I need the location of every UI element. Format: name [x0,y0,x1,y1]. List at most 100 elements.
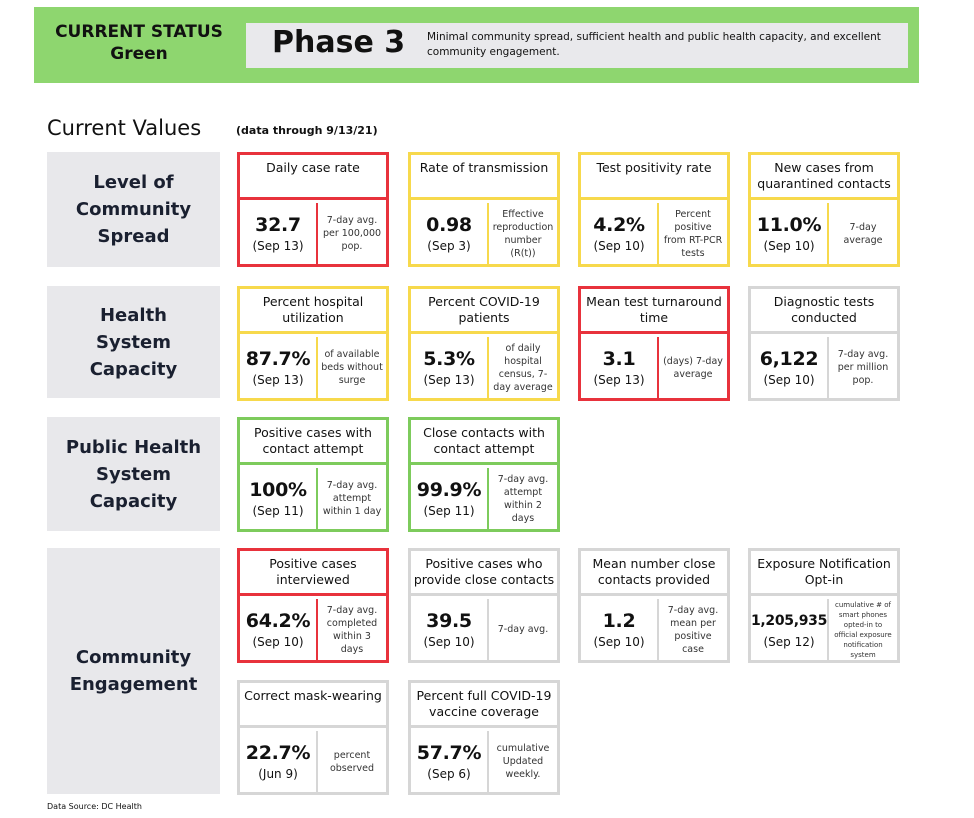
metric-title: Diagnostic tests conducted [751,289,897,334]
metric-card: Percent COVID-19 patients 5.3% (Sep 13) of … [408,286,560,401]
metric-title: Close contacts with contact attempt [411,420,557,465]
metric-note: 7-day avg. attempt within 1 day [322,480,382,517]
metric-date: (Jun 9) [258,766,298,781]
metric-date: (Sep 13) [423,372,475,387]
category-label: Health System Capacity [47,286,220,398]
metric-value: 64.2% [245,609,311,632]
metric-card: Positive cases interviewed 64.2% (Sep 10) 7… [237,548,389,663]
data-source: Data Source: DC Health [47,802,142,811]
metric-value-cell: 99.9% (Sep 11) [411,468,489,529]
status-banner: CURRENT STATUS Green Phase 3 Minimal com… [34,7,919,83]
metric-value: 6,122 [759,347,819,370]
status-label: CURRENT STATUS [55,22,223,42]
metric-date: (Sep 10) [593,634,645,649]
section-title: Current Values [47,116,202,140]
metric-value: 3.1 [602,347,636,370]
current-status: CURRENT STATUS Green [34,21,244,65]
metric-value-cell: 11.0% (Sep 10) [751,203,829,264]
metric-value: 57.7% [416,741,482,764]
status-value: Green [110,44,168,64]
metric-title: Percent hospital utilization [240,289,386,334]
metric-value-cell: 57.7% (Sep 6) [411,731,489,792]
metric-value-cell: 100% (Sep 11) [240,468,318,529]
metric-title: Correct mask-wearing [240,683,386,728]
metric-note: 7-day avg. mean per positive case [667,604,719,655]
metric-date: (Sep 12) [763,634,815,649]
metric-card: New cases from quarantined contacts 11.0%… [748,152,900,267]
metric-value-cell: 32.7 (Sep 13) [240,203,318,264]
metric-value: 0.98 [426,213,472,236]
metric-note: cumulative Updated weekly. [496,743,550,780]
metric-card: Daily case rate 32.7 (Sep 13) 7-day avg. pe… [237,152,389,267]
metric-value-cell: 4.2% (Sep 10) [581,203,659,264]
metric-card: Mean number close contacts provided 1.2 (S… [578,548,730,663]
category-label: Level of Community Spread [47,152,220,267]
metric-value: 39.5 [426,609,472,632]
metric-note: 7-day avg. per million pop. [837,349,889,386]
metric-title: Positive cases interviewed [240,551,386,596]
metric-value-cell: 1,205,935 (Sep 12) [751,599,829,660]
metric-title: Exposure Notification Opt-in [751,551,897,596]
metric-note: of daily hospital census, 7-day average [493,342,553,393]
metric-date: (Sep 13) [252,372,304,387]
metric-title: Rate of transmission [411,155,557,200]
metric-card: Mean test turnaround time 3.1 (Sep 13) (day… [578,286,730,401]
metric-note: 7-day avg. completed within 3 days [326,604,378,655]
metric-value-cell: 1.2 (Sep 10) [581,599,659,660]
metric-title: Positive cases with contact attempt [240,420,386,465]
metric-value-cell: 5.3% (Sep 13) [411,337,489,398]
metric-value-cell: 87.7% (Sep 13) [240,337,318,398]
metric-date: (Sep 10) [593,238,645,253]
metric-title: Positive cases who provide close contact… [411,551,557,596]
phase-title: Phase 3 [272,25,406,60]
category-label: Public Health System Capacity [47,417,220,531]
metric-value: 1,205,935 [750,612,828,629]
phase-box: Phase 3 Minimal community spread, suffic… [246,23,908,68]
metric-note: percent observed [329,749,375,774]
metric-value: 5.3% [423,347,475,370]
metric-value: 99.9% [416,478,482,501]
metric-card: Percent full COVID-19 vaccine coverage 57… [408,680,560,795]
metric-value: 32.7 [255,213,301,236]
metric-title: Test positivity rate [581,155,727,200]
metric-title: New cases from quarantined contacts [751,155,897,200]
metric-date: (Sep 10) [423,634,475,649]
phase-description: Minimal community spread, sufficient hea… [427,31,881,58]
metric-note: 7-day avg. attempt within 2 days [497,473,549,524]
metric-value-cell: 6,122 (Sep 10) [751,337,829,398]
metric-card: Close contacts with contact attempt 99.9%… [408,417,560,532]
metric-title: Mean test turnaround time [581,289,727,334]
metric-note: of available beds without surge [321,349,383,386]
metric-value-cell: 22.7% (Jun 9) [240,731,318,792]
metric-note: 7-day average [843,221,883,246]
metric-value-cell: 64.2% (Sep 10) [240,599,318,660]
metric-value: 4.2% [593,213,645,236]
metric-value-cell: 3.1 (Sep 13) [581,337,659,398]
metric-note: 7-day avg. [497,624,549,635]
metric-value: 87.7% [245,347,311,370]
metric-card: Exposure Notification Opt-in 1,205,935 (Se… [748,548,900,663]
metric-note: (days) 7-day average [663,355,723,380]
metric-date: (Sep 13) [593,372,645,387]
metric-date: (Sep 11) [252,503,304,518]
metric-card: Diagnostic tests conducted 6,122 (Sep 10) 7… [748,286,900,401]
metric-title: Percent COVID-19 patients [411,289,557,334]
metric-card: Percent hospital utilization 87.7% (Sep 13… [237,286,389,401]
metric-title: Mean number close contacts provided [581,551,727,596]
metric-note: Effective reproduction number (R(t)) [492,208,554,259]
category-label: Community Engagement [47,548,220,794]
metric-card: Positive cases who provide close contact… [408,548,560,663]
metric-date: (Sep 13) [252,238,304,253]
metric-value-cell: 39.5 (Sep 10) [411,599,489,660]
metric-date: (Sep 6) [427,766,471,781]
metric-date: (Sep 11) [423,503,475,518]
metric-card: Positive cases with contact attempt 100% (… [237,417,389,532]
metric-title: Daily case rate [240,155,386,200]
metric-date: (Sep 3) [427,238,471,253]
metric-card: Test positivity rate 4.2% (Sep 10) Percent … [578,152,730,267]
metric-note: cumulative # of smart phones opted-in to… [834,600,892,659]
metric-note: Percent positive from RT-PCR tests [663,208,723,259]
metric-date: (Sep 10) [252,634,304,649]
metric-date: (Sep 10) [763,238,815,253]
